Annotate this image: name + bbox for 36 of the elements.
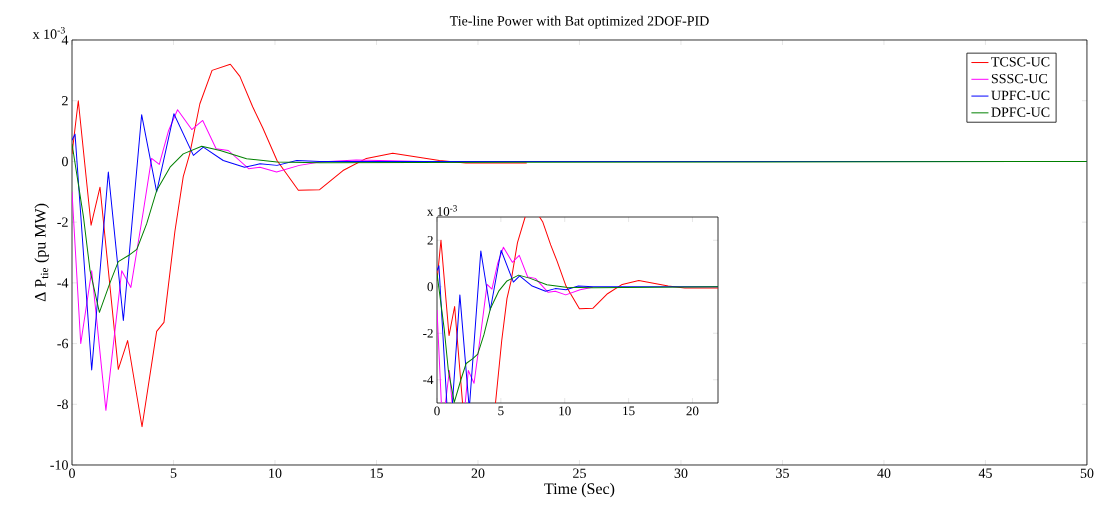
line-series: [72, 143, 1087, 313]
x-tick-label: 40: [877, 468, 891, 478]
y-tick-label: -6: [57, 338, 69, 349]
legend-label: TCSC-UC: [991, 57, 1050, 67]
x-tick-label: 45: [978, 468, 992, 478]
line-series: [72, 63, 528, 428]
x-tick-label: 30: [674, 468, 688, 478]
y-tick-label: -2: [57, 217, 68, 227]
y-tick-label: 0: [427, 282, 433, 292]
x-tick-label: 15: [623, 406, 635, 416]
legend-label: SSSC-UC: [991, 73, 1047, 84]
y-tick-label: 2: [427, 235, 433, 245]
y-tick-label: -4: [57, 278, 69, 288]
x-tick-label: 10: [559, 406, 571, 416]
x-tick-label: 35: [776, 468, 789, 478]
y-tick-label: -4: [423, 375, 434, 385]
x-tick-label: 20: [686, 406, 699, 416]
y-tick-label: 0: [62, 156, 68, 167]
x-tick-label: 25: [573, 468, 586, 478]
legend-label: UPFC-UC: [991, 90, 1050, 101]
chart-title: Tie-line Power with Bat optimized 2DOF-PID: [449, 15, 709, 29]
x-tick-label: 5: [170, 468, 177, 478]
y-tick-label: -2: [423, 328, 433, 338]
x-tick-label: 10: [269, 468, 282, 478]
x-axis-title: Time (Sec): [544, 482, 615, 498]
x-tick-label: 50: [1080, 468, 1094, 478]
x-tick-label: 20: [471, 468, 485, 478]
y-axis-title: Δ P$_{tie}$ (pu MW): [34, 203, 49, 302]
x-tick-label: 15: [370, 468, 383, 478]
legend-label: DPFC-UC: [991, 107, 1050, 117]
x-tick-label: 0: [434, 406, 440, 416]
y-tick-label: -8: [57, 399, 68, 410]
annotation: x 10$^{-3}$: [427, 205, 457, 216]
x-tick-label: 5: [498, 406, 504, 416]
y-tick-label: -10: [50, 460, 68, 470]
y-tick-label: 2: [62, 96, 68, 106]
